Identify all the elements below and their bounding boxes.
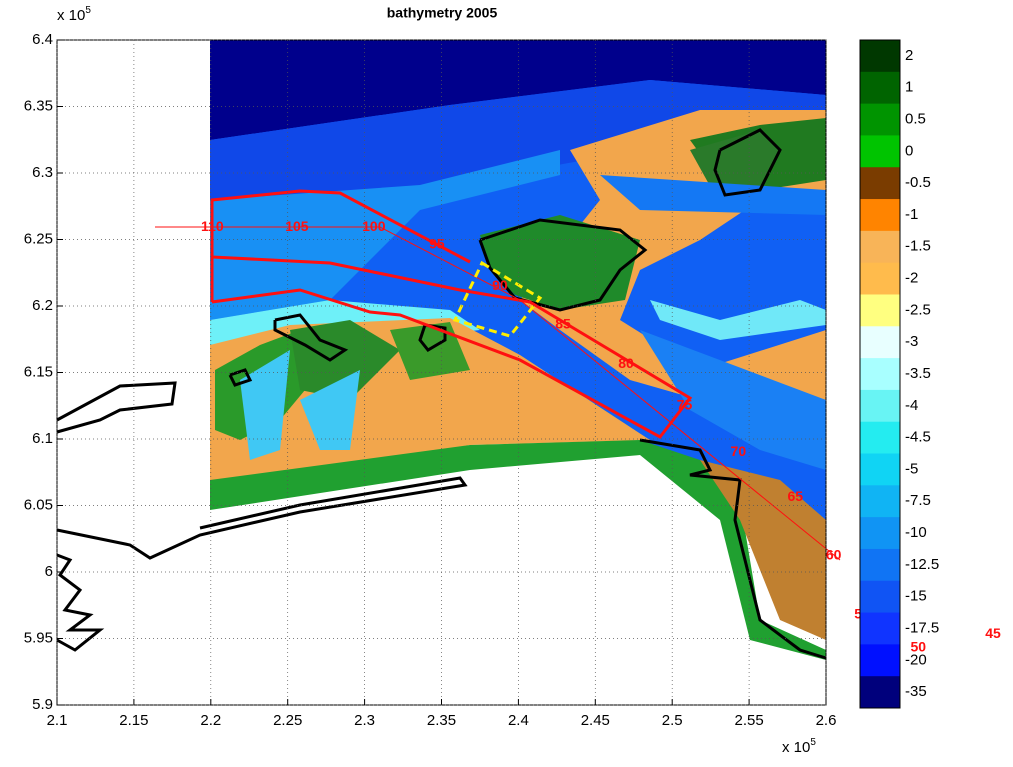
colorbar-band (860, 358, 900, 390)
chainage-label: 110 (201, 218, 224, 234)
y-tick-label: 6.1 (32, 430, 53, 447)
colorbar-label: -2 (905, 270, 918, 287)
x-tick-label: 2.35 (427, 712, 456, 729)
colorbar-label: -20 (905, 651, 927, 668)
colorbar-band (860, 72, 900, 104)
x-multiplier-exponent: 5 (810, 737, 816, 748)
chainage-label: 100 (362, 218, 386, 234)
colorbar-label: -0.5 (905, 174, 931, 191)
x-tick-label: 2.1 (47, 712, 68, 729)
colorbar-band (860, 40, 900, 72)
colorbar-label: -3 (905, 333, 918, 350)
colorbar-band (860, 135, 900, 167)
chainage-label: 60 (826, 547, 842, 563)
chart-title: bathymetry 2005 (387, 5, 498, 21)
colorbar-band (860, 454, 900, 486)
chainage-label: 75 (677, 396, 693, 412)
colorbar-label: -1 (905, 206, 918, 223)
x-tick-label: 2.45 (581, 712, 610, 729)
colorbar-band (860, 326, 900, 358)
y-tick-label: 5.9 (32, 696, 53, 713)
y-tick-label: 6.25 (24, 230, 53, 247)
x-tick-label: 2.2 (200, 712, 221, 729)
x-tick-label: 2.25 (273, 712, 302, 729)
colorbar-band (860, 676, 900, 708)
y-tick-label: 6.35 (24, 97, 53, 114)
colorbar-band (860, 613, 900, 645)
colorbar-label: -2.5 (905, 301, 931, 318)
colorbar-label: 0 (905, 142, 913, 159)
colorbar-label: -1.5 (905, 238, 931, 255)
colorbar-label: -12.5 (905, 556, 939, 573)
colorbar-band (860, 199, 900, 231)
colorbar-band (860, 517, 900, 549)
y-tick-label: 6.05 (24, 496, 53, 513)
chainage-label: 105 (285, 218, 309, 234)
colorbar-label: -4.5 (905, 429, 931, 446)
colorbar-label: -7.5 (905, 492, 931, 509)
colorbar-band (860, 581, 900, 613)
colorbar-band (860, 644, 900, 676)
colorbar-label: -15 (905, 588, 927, 605)
y-tick-label: 5.95 (24, 629, 53, 646)
colorbar-band (860, 422, 900, 454)
figure: bathymetry 2005 x 105 x 105 110105100959… (0, 0, 1013, 762)
colorbar-band (860, 167, 900, 199)
x-tick-label: 2.4 (508, 712, 529, 729)
y-tick-label: 6.2 (32, 297, 53, 314)
colorbar-band (860, 104, 900, 136)
y-tick-label: 6.3 (32, 164, 53, 181)
x-tick-label: 2.6 (816, 712, 837, 729)
chainage-label: 65 (787, 488, 803, 504)
colorbar-label: 2 (905, 47, 913, 64)
colorbar-label: -4 (905, 397, 918, 414)
colorbar-band (860, 263, 900, 295)
chainage-label: 80 (618, 355, 634, 371)
colorbar-band (860, 231, 900, 263)
x-tick-label: 2.55 (734, 712, 763, 729)
colorbar-band (860, 294, 900, 326)
colorbar-label: -35 (905, 683, 927, 700)
colorbar-label: -3.5 (905, 365, 931, 382)
page: bathymetry 2005 x 105 x 105 110105100959… (0, 0, 1013, 767)
x-tick-label: 2.15 (119, 712, 148, 729)
x-tick-label: 2.5 (662, 712, 683, 729)
y-multiplier-base: x 10 (57, 7, 85, 24)
chainage-label: 90 (492, 277, 508, 293)
y-multiplier-exponent: 5 (85, 5, 91, 16)
colorbar-label: -5 (905, 460, 918, 477)
chainage-label: 85 (555, 315, 571, 331)
x-tick-label: 2.3 (354, 712, 375, 729)
x-multiplier-base: x 10 (782, 739, 810, 756)
colorbar-label: 1 (905, 79, 913, 96)
chainage-label: 95 (429, 236, 445, 252)
colorbar-band (860, 390, 900, 422)
colorbar-label: -17.5 (905, 619, 939, 636)
y-tick-label: 6.15 (24, 363, 53, 380)
y-tick-label: 6 (45, 563, 53, 580)
colorbar-band (860, 485, 900, 517)
colorbar-label: 0.5 (905, 110, 926, 127)
chainage-label: 45 (985, 625, 1001, 641)
chainage-label: 70 (731, 443, 747, 459)
colorbar-label: -10 (905, 524, 927, 541)
colorbar-band (860, 549, 900, 581)
y-tick-label: 6.4 (32, 31, 53, 48)
